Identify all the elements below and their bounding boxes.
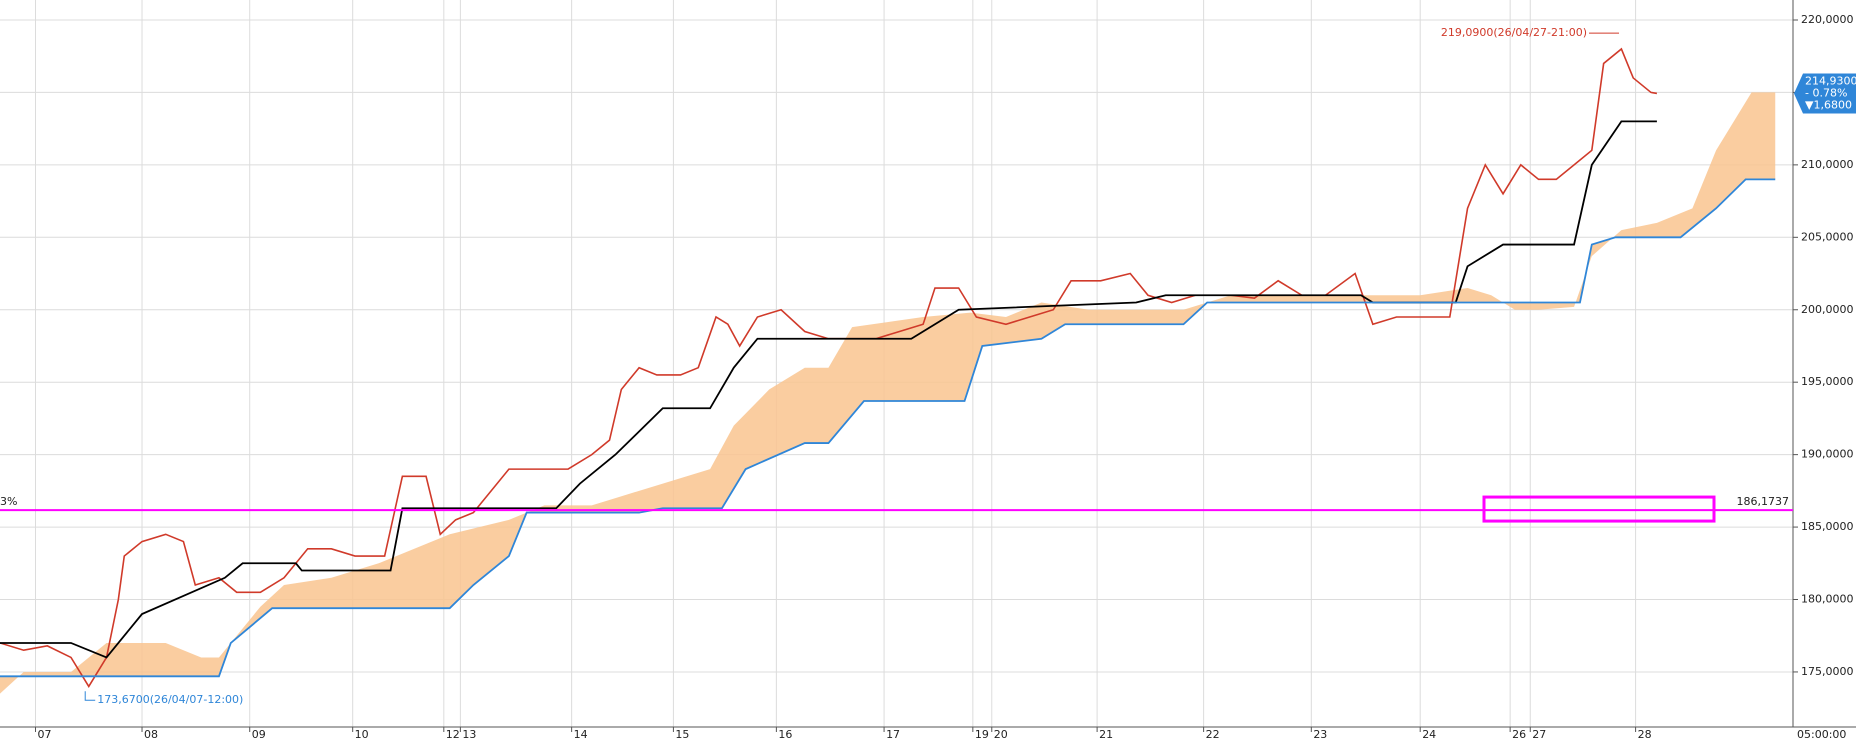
x-tick-label: 16 bbox=[778, 728, 792, 741]
x-tick-label: 20 bbox=[994, 728, 1008, 741]
y-tick-label: 190,0000 bbox=[1801, 448, 1854, 461]
x-tick-label: 21 bbox=[1099, 728, 1113, 741]
x-tick-label: 07 bbox=[38, 728, 52, 741]
x-tick-label: 24 bbox=[1422, 728, 1436, 741]
price-tag-diff: ▼1,6800 bbox=[1805, 98, 1852, 111]
x-tick-label: 15 bbox=[675, 728, 689, 741]
high-label: 219,0900(26/04/27-21:00) bbox=[1441, 26, 1587, 39]
series-line bbox=[0, 47, 1658, 688]
y-tick-label: 185,0000 bbox=[1801, 520, 1854, 533]
low-marker bbox=[84, 691, 96, 701]
series-line bbox=[0, 120, 1657, 659]
x-tick-label: 17 bbox=[886, 728, 900, 741]
x-tick-label: 13 bbox=[462, 728, 476, 741]
x-tick-label: 26 bbox=[1512, 728, 1526, 741]
y-tick-label: 180,0000 bbox=[1801, 593, 1854, 606]
x-tick-label: 19 bbox=[975, 728, 989, 741]
series-line bbox=[0, 178, 1776, 678]
hline-label: 186,1737 bbox=[1737, 495, 1790, 508]
y-tick-label: 195,0000 bbox=[1801, 375, 1854, 388]
x-tick-label: 27 bbox=[1532, 728, 1546, 741]
y-tick-label: 210,0000 bbox=[1801, 158, 1854, 171]
x-tick-label: 23 bbox=[1313, 728, 1327, 741]
x-tick-label: 28 bbox=[1638, 728, 1652, 741]
x-tick-label: 14 bbox=[574, 728, 588, 741]
selection-box bbox=[1482, 495, 1716, 523]
x-tick-label: 08 bbox=[144, 728, 158, 741]
price-tag-change: - 0.78% bbox=[1805, 86, 1847, 99]
price-tag bbox=[1794, 73, 1856, 114]
left-label: 3% bbox=[0, 495, 17, 508]
x-tick-label: 22 bbox=[1206, 728, 1220, 741]
y-tick-label: 220,0000 bbox=[1801, 13, 1854, 26]
low-label: 173,6700(26/04/07-12:00) bbox=[97, 693, 243, 706]
cloud bbox=[0, 92, 1776, 694]
y-tick-label: 175,0000 bbox=[1801, 665, 1854, 678]
price-tag-label: 214,9300 bbox=[1805, 74, 1856, 87]
x-tick-label: 09 bbox=[252, 728, 266, 741]
x-axis-end-label: 05:00:00 bbox=[1797, 728, 1846, 741]
y-tick-label: 200,0000 bbox=[1801, 303, 1854, 316]
x-tick-label: 12 bbox=[446, 728, 460, 741]
y-tick-label: 205,0000 bbox=[1801, 230, 1854, 243]
x-tick-label: 10 bbox=[355, 728, 369, 741]
